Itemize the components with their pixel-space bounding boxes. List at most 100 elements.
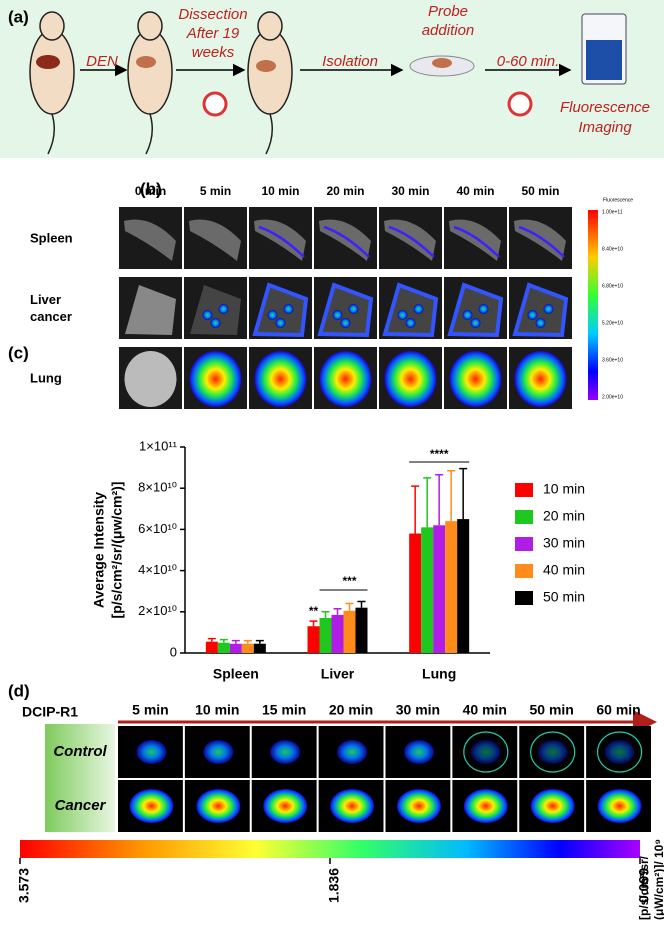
column-label: 40 min [456, 184, 494, 198]
bar [307, 626, 320, 653]
legend-swatch [515, 483, 533, 497]
organ [125, 285, 176, 335]
error-bar [459, 467, 468, 520]
column-label: 30 min [391, 184, 429, 198]
organ [512, 282, 569, 338]
legend-swatch [515, 537, 533, 551]
colorbar-label: 5.20e+10 [602, 320, 623, 326]
signal [263, 789, 308, 823]
signal [535, 318, 546, 328]
signal [267, 310, 278, 320]
error-bar [255, 639, 264, 644]
organ [124, 351, 177, 407]
column-label: 5 min [200, 184, 231, 198]
legend-label: 30 min [543, 535, 585, 551]
organ [514, 351, 567, 407]
y-axis-title: [p/s/cm²/sr/(μw/cm²)] [109, 482, 125, 619]
row-label: Cancer [55, 797, 107, 814]
signal [283, 304, 294, 314]
signal [337, 740, 368, 764]
annotation: *** [342, 574, 356, 588]
row-label: Lung [30, 370, 62, 385]
step-label: addition [422, 22, 475, 39]
panel-label: (a) [8, 7, 29, 26]
signal [543, 304, 554, 314]
step-label: Probe [428, 3, 468, 20]
y-axis-title: Average Intensity [91, 492, 107, 608]
step-label: After 19 [186, 25, 240, 42]
colorbar-label: 3.60e+10 [602, 357, 623, 363]
column-label: 5 min [132, 702, 169, 718]
signal [463, 789, 508, 823]
legend-swatch [515, 510, 533, 524]
signal [405, 318, 416, 328]
organ [124, 219, 176, 261]
y-tick-label: 4×10¹⁰ [138, 562, 177, 577]
signal [203, 740, 234, 764]
column-label: 15 min [262, 702, 306, 718]
bar [433, 525, 446, 653]
signal [604, 740, 635, 764]
group-box [45, 724, 115, 832]
liver-icon [136, 56, 156, 68]
signal [413, 304, 424, 314]
column-label: 50 min [521, 184, 559, 198]
error-bar [447, 469, 456, 522]
signal [596, 731, 643, 773]
signal [332, 310, 343, 320]
signal [258, 225, 305, 258]
x-tick-label: Spleen [213, 666, 259, 682]
clock-icon [202, 91, 228, 117]
column-label: 20 min [329, 702, 373, 718]
panel-label: (d) [8, 681, 30, 700]
x-tick-label: Liver [321, 666, 355, 682]
signal [537, 740, 568, 764]
step-label: Isolation [322, 53, 378, 70]
legend-label: 20 min [543, 508, 585, 524]
signal [275, 318, 286, 328]
legend-label: 50 min [543, 589, 585, 605]
step-label: 0-60 min. [497, 53, 560, 70]
signal [388, 225, 435, 258]
colorbar-tick-label: 0.099 [636, 868, 652, 903]
error-bar [321, 611, 330, 618]
bar [319, 617, 332, 653]
colorbar-unit: [p/s/cm²/sr/ [637, 855, 651, 920]
signal [518, 225, 565, 258]
liver-icon [36, 55, 60, 69]
signal [530, 789, 575, 823]
liver-icon [432, 58, 452, 68]
organ [252, 282, 309, 338]
colorbar-label: 1.00e+11 [602, 209, 623, 215]
bar [229, 643, 242, 653]
y-tick-label: 2×10¹⁰ [138, 603, 177, 618]
signal [397, 310, 408, 320]
organ [317, 282, 374, 338]
error-bar [231, 639, 240, 644]
annotation: ** [309, 604, 319, 618]
column-label: 30 min [396, 702, 440, 718]
organ [447, 282, 504, 338]
bar [217, 642, 230, 653]
error-bar [435, 474, 444, 526]
signal [196, 789, 241, 823]
organ [319, 351, 372, 407]
bar [409, 533, 422, 653]
colorbar [588, 210, 598, 400]
row-label: Liver [30, 292, 61, 307]
error-bar [411, 485, 420, 534]
signal [129, 789, 174, 823]
clock-icon [507, 91, 533, 117]
signal [330, 789, 375, 823]
column-label: 10 min [261, 184, 299, 198]
signal [136, 740, 167, 764]
error-bar [357, 600, 366, 608]
colorbar-label: 8.40e+10 [602, 246, 623, 252]
signal [463, 731, 509, 773]
error-bar [219, 638, 228, 643]
colorbar-label: 2.00e+10 [602, 394, 623, 400]
column-label: 20 min [326, 184, 364, 198]
signal [218, 304, 229, 314]
colorbar-unit: (μW/cm²)]/ 10⁹ [652, 839, 664, 920]
